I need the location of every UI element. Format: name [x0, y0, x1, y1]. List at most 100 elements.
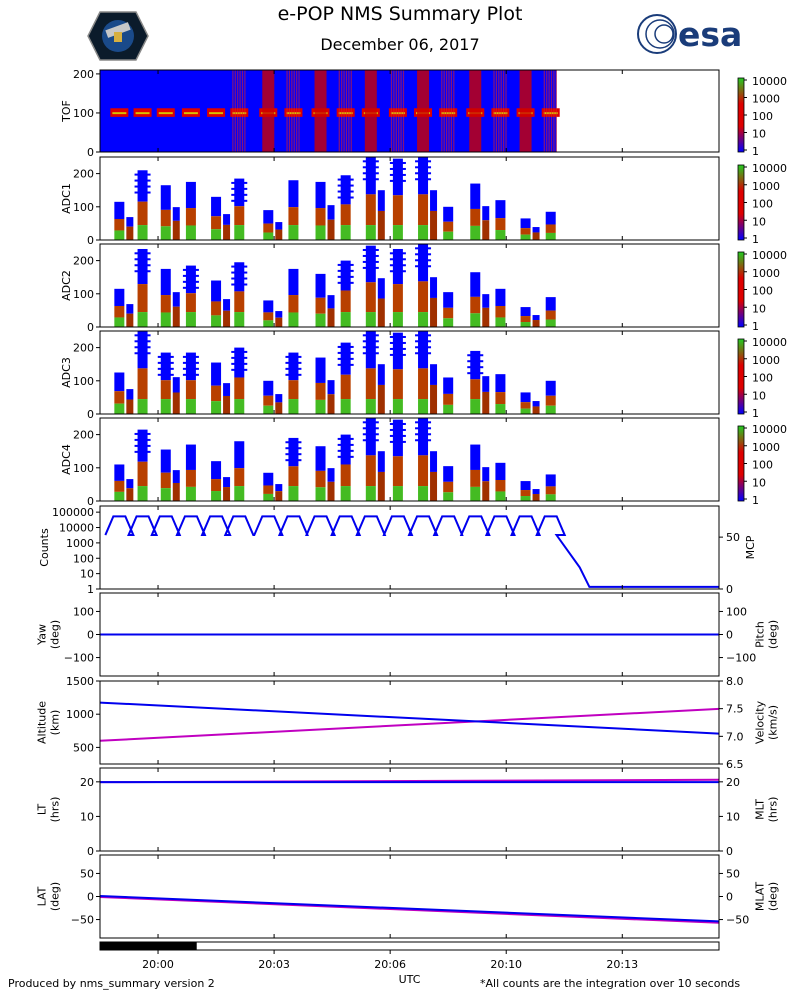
- y-tick-label: 50: [80, 867, 94, 880]
- coverage-bar: [100, 942, 197, 950]
- spec-stripe: [467, 354, 484, 357]
- spec-bar-green: [137, 399, 148, 414]
- spec-bar-red: [315, 297, 326, 314]
- spec-bar-red: [495, 480, 506, 492]
- spec-bar-blue: [532, 227, 540, 233]
- spec-bar-blue: [545, 380, 556, 396]
- spec-bar-red: [137, 368, 148, 400]
- spec-stripe: [337, 437, 354, 440]
- spec-bar-blue: [185, 352, 196, 381]
- ylabel-ADC3: ADC3: [60, 357, 73, 388]
- spec-bar-red: [126, 226, 134, 240]
- ylabel-ADC4-line: ADC4: [60, 444, 73, 475]
- spec-stripe: [285, 453, 302, 456]
- spec-bar-red: [234, 377, 245, 400]
- tof-streak: [341, 70, 343, 152]
- spec-bar-red: [288, 207, 299, 226]
- spec-bar-blue: [340, 175, 351, 205]
- spec-bar-green: [495, 317, 506, 327]
- spec-bar-green: [185, 225, 196, 240]
- y-tick-label: −50: [71, 914, 94, 927]
- y-tick-label: 0: [87, 408, 94, 421]
- spec-bar-green: [263, 493, 274, 501]
- spec-stripe: [362, 334, 379, 337]
- spec-bar-green: [520, 322, 531, 327]
- spec-bar-red: [418, 455, 429, 487]
- spec-bar-red: [392, 284, 403, 313]
- spec-stripe: [389, 264, 406, 267]
- colorbar-label: 1000: [752, 180, 780, 193]
- spec-stripe: [157, 367, 174, 370]
- spec-bar-green: [443, 492, 454, 501]
- spec-bar-blue: [126, 389, 134, 400]
- spec-bar-blue: [234, 178, 245, 207]
- spec-bar-blue: [263, 380, 274, 396]
- spec-stripe: [415, 334, 432, 337]
- spec-bar-green: [470, 225, 481, 240]
- ylabel-lat-mlat-left-line: (deg): [49, 882, 62, 911]
- spec-stripe: [467, 372, 484, 375]
- spec-bar-red: [327, 219, 335, 240]
- ylabel-ADC1: ADC1: [60, 183, 73, 214]
- spec-bar-green: [185, 312, 196, 327]
- spec-bar-blue: [211, 362, 222, 386]
- spec-bar-red: [340, 464, 351, 487]
- tof-band-core: [543, 112, 558, 115]
- spec-stripe: [337, 263, 354, 266]
- spec-bar-green: [545, 232, 556, 240]
- y-tick-label: 8.0: [726, 675, 744, 688]
- spec-bar-blue: [365, 418, 376, 456]
- tof-streak: [291, 70, 293, 152]
- spec-stripe: [285, 355, 302, 358]
- spectrogram-ADC3: [114, 331, 556, 414]
- tof-streak: [390, 70, 393, 152]
- spec-bar-green: [365, 486, 376, 501]
- spec-bar-blue: [327, 380, 335, 395]
- spec-bar-red: [365, 282, 376, 313]
- colorbar-label: 10000: [752, 162, 787, 175]
- panel-frame-ADC3: [99, 330, 720, 415]
- spec-bar-blue: [340, 260, 351, 291]
- spec-bar-green: [545, 319, 556, 327]
- y-tick-label: 100: [73, 375, 94, 388]
- spec-stripe: [134, 438, 151, 441]
- spec-bar-blue: [482, 467, 490, 482]
- colorbar-label: 10000: [752, 423, 787, 436]
- spec-bar-blue: [365, 331, 376, 369]
- spec-stripe: [467, 360, 484, 363]
- spec-bar-blue: [288, 268, 299, 296]
- spec-bar-red: [482, 220, 490, 240]
- spec-stripe: [134, 346, 151, 349]
- ylabel-lt-mlt-right-line: MLT: [754, 799, 767, 820]
- y-tick-label: 0: [726, 845, 733, 858]
- y-tick-label: 1000: [66, 537, 94, 550]
- spec-stripe: [362, 248, 379, 251]
- spec-bar-red: [234, 291, 245, 313]
- y-tick-label: 50: [726, 867, 740, 880]
- spec-bar-green: [185, 486, 196, 501]
- spec-stripe: [182, 367, 199, 370]
- spec-stripe: [337, 196, 354, 199]
- spec-stripe: [389, 347, 406, 350]
- y-tick-label: 0: [726, 629, 733, 642]
- tof-band-core: [338, 112, 353, 115]
- spec-bar-blue: [495, 288, 506, 307]
- spec-stripe: [389, 341, 406, 344]
- spec-stripe: [389, 179, 406, 182]
- spec-bar-green: [520, 408, 531, 414]
- tof-band-core: [232, 112, 247, 115]
- spec-bar-red: [532, 232, 540, 240]
- spec-bar-red: [223, 224, 231, 240]
- spec-bar-red: [520, 316, 531, 323]
- spec-bar-green: [315, 487, 326, 501]
- spec-bar-blue: [160, 185, 171, 210]
- spec-bar-red: [520, 490, 531, 497]
- esa-logo: esa: [637, 14, 742, 54]
- spec-bar-red: [172, 306, 180, 327]
- spec-stripe: [362, 266, 379, 269]
- spec-bar-red: [443, 221, 454, 232]
- spec-bar-red: [223, 395, 231, 414]
- colorbar-label: 1000: [752, 354, 780, 367]
- spec-stripe: [134, 432, 151, 435]
- spec-stripe: [134, 258, 151, 261]
